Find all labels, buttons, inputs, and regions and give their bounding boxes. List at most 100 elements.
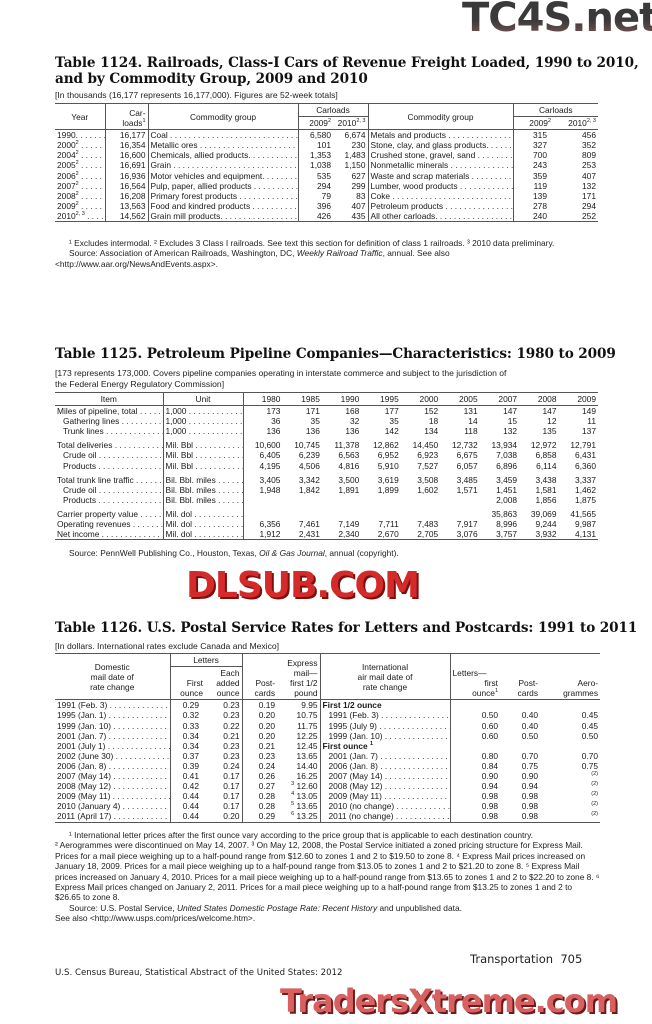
postcards-cell: 0.20 — [241, 720, 278, 731]
footnote-ref: 4 — [291, 791, 295, 798]
cell-text: Nonmetallic minerals — [370, 160, 449, 171]
date-cell: 2010 (January 4) — [55, 801, 170, 811]
value-cell — [282, 505, 321, 519]
footnote-ref: 2 — [327, 118, 331, 125]
value-cell: 7,149 — [338, 519, 360, 530]
value-cell: 136 — [242, 426, 283, 437]
intl-letters-cell: 0.98 — [449, 811, 501, 822]
intl-letters-cell: 0.98 — [449, 801, 501, 812]
value-cell: 3,337 — [575, 474, 596, 485]
value-cell — [401, 495, 440, 505]
intl-postcards-cell: 0.40 — [521, 720, 539, 731]
cell-text: 2007 (May 14) — [57, 771, 111, 782]
first-ounce-cell: 0.44 — [169, 801, 205, 812]
intl-date-cell: 2011 (no change) — [319, 811, 451, 822]
cell-text: 11.75 — [297, 720, 318, 731]
date-cell: 2011 (April 17) — [55, 811, 170, 822]
value-cell: 35 — [389, 416, 399, 427]
value-cell: 137 — [582, 426, 596, 437]
value-cell: 3,619 — [377, 474, 399, 485]
item-cell: Operating revenues — [55, 519, 163, 529]
value-2010: 435 — [351, 210, 366, 221]
value-2009: 6,580 — [297, 129, 333, 141]
header-text: pound — [294, 688, 318, 699]
carloads-cell: 16,177 — [104, 129, 148, 141]
value-cell: 132 — [503, 426, 518, 437]
item-cell: Miles of pipeline, total — [55, 406, 163, 417]
cell-text: 2000 — [57, 140, 76, 151]
col-year: 1990 — [321, 392, 362, 407]
first-ounce-cell: 0.34 — [169, 730, 205, 741]
intl-date-cell: 2010 (no change) — [319, 801, 451, 812]
source-title: United States Domestic Postage Rate: Rec… — [177, 902, 378, 913]
value-2009: 359 — [512, 170, 553, 181]
table-1125: Item Unit 1980 1985 1990 1995 2000 2005 2007 2008… — [55, 392, 598, 541]
footnote-ref: 2 — [547, 118, 551, 125]
value-cell: 1,891 — [338, 484, 360, 495]
cell-text: 0.45 — [581, 720, 599, 731]
value-cell: 4,131 — [575, 529, 596, 540]
value-cell — [242, 504, 283, 520]
footnote-ref: 2 — [75, 140, 79, 147]
header-text: Car- — [129, 108, 146, 118]
cell-text: Crude oil — [63, 450, 97, 461]
value-cell: 6,057 — [456, 460, 478, 471]
source-text: Source: Association of American Railroad… — [69, 248, 297, 259]
item-cell: Total trunk line traffic — [55, 471, 163, 485]
footnote-ref: (2) — [591, 801, 599, 808]
value-cell: 6,675 — [456, 450, 478, 461]
value-2009: 119 — [512, 180, 553, 191]
intl-letters-cell: 0.84 — [449, 760, 501, 772]
cell-text: Mil. dol — [165, 529, 193, 540]
cell-text: 2001 (Jan. 7) — [57, 730, 107, 741]
value-cell: 4,195 — [242, 460, 283, 471]
value-cell: 136 — [345, 426, 360, 437]
value-cell: 8,996 — [496, 519, 518, 530]
table-1124-title: Table 1124. Railroads, Class-I Cars of R… — [55, 55, 639, 87]
value-cell: 6,896 — [496, 460, 518, 471]
cell-text: Grain mill products. — [150, 210, 223, 221]
cell-text: Carrier property value — [57, 508, 138, 519]
value-2010: 352 — [582, 140, 596, 151]
cell-text: 12.25 — [296, 730, 318, 741]
value-cell: 3,932 — [535, 529, 557, 540]
header-text: loads — [122, 118, 143, 129]
cell-text: Lumber, wood products — [370, 180, 458, 191]
header-text: Each — [220, 668, 240, 679]
footnote-ref: 1 — [494, 688, 499, 695]
value-cell — [282, 495, 321, 505]
express-cell: 3 12.60 — [277, 781, 320, 791]
postal-rates-table: Domestic mail date of rate change Letters Po… — [55, 653, 601, 823]
value-2009: 243 — [512, 160, 553, 171]
cell-text: 2005 — [57, 160, 76, 171]
date-cell: 2002 (June 30) — [55, 751, 170, 761]
source-text: , annual (copyright). — [324, 548, 399, 558]
cell-text: 12.60 — [296, 781, 318, 792]
footnote-ref: 2 — [75, 150, 79, 157]
col-letters-group: Letters — [169, 653, 243, 668]
table-1125-title: Table 1125. Petroleum Pipeline Companies… — [55, 346, 616, 362]
date-cell: 2001 (Jan. 7) — [55, 731, 170, 741]
intl-postcards-cell: 0.90 — [521, 771, 539, 782]
table-row: 1995 (Jan. 1) 0.32 0.230.20 10.75 1991 (Feb.… — [55, 710, 600, 721]
header-text: mail date of — [90, 671, 134, 682]
cell-text: 1995 (July 9) — [328, 720, 377, 731]
intl-date-cell: 2007 (May 14) — [319, 771, 451, 782]
year-cell: 20102, 3 — [55, 211, 105, 222]
value-cell: 1,462 — [575, 484, 596, 495]
subtitle-line: [173 represents 173,000. Covers pipeline… — [55, 368, 507, 378]
value-cell: 3,485 — [456, 474, 478, 485]
value-cell: 136 — [305, 426, 320, 437]
value-cell: 142 — [384, 426, 399, 437]
col-year: 2007 — [479, 392, 520, 407]
table-1125-source: Source: PennWell Publishing Co., Houston… — [55, 548, 399, 558]
value-cell — [401, 505, 440, 519]
value-cell: 3,405 — [242, 470, 283, 485]
header-text: Domestic — [94, 661, 130, 672]
cell-text: Grain — [150, 160, 171, 171]
intl-date-cell: 2001 (Jan. 7) — [319, 750, 451, 761]
each-added-cell: 0.23 — [223, 740, 240, 751]
footnote-ref: 2, 3 — [75, 210, 85, 217]
